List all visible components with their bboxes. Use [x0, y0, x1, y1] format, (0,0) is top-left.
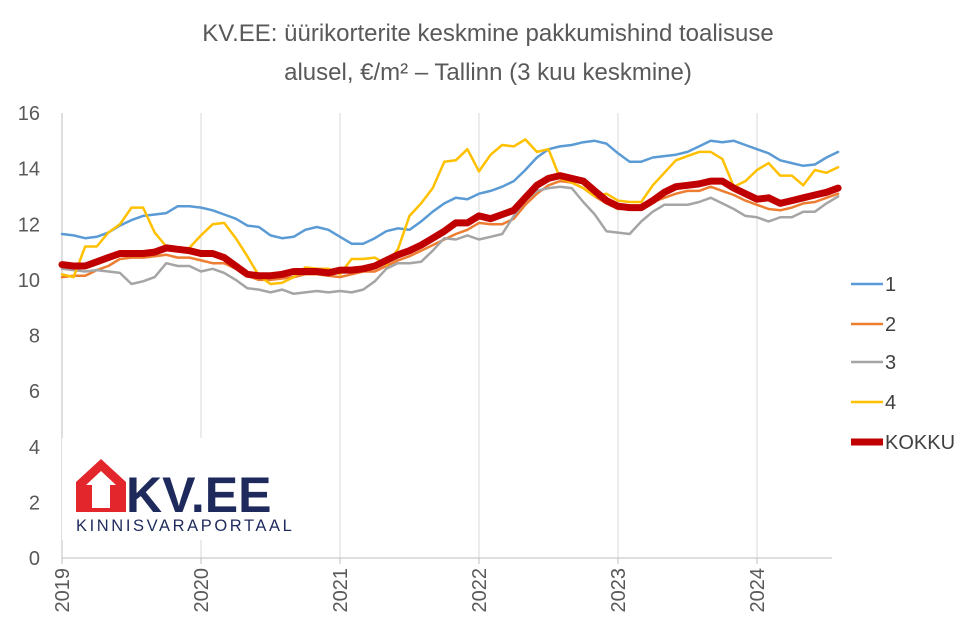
tick-labels: 0 2 4 6 8 10 12 14 16 2019 2020 2021 2022 2023 2024 [18, 103, 769, 613]
chart-title: KV.EE: üürikorterite keskmine pakkumishi… [202, 20, 773, 86]
legend-item-4: 4 [851, 392, 896, 414]
series-line-4 [60, 138, 840, 286]
y-tick-label-12: 12 [18, 214, 40, 236]
y-tick-label-8: 8 [29, 326, 40, 348]
logo-subtitle: KINNISVARAPORTAAL [76, 517, 294, 535]
series-line-2 [60, 179, 840, 282]
y-tick-label-16: 16 [18, 103, 40, 125]
legend-item-2: 2 [851, 314, 896, 336]
series-line-kokku [58, 172, 842, 280]
logo-wordmark: KV.EE [126, 467, 271, 523]
legend-label-kokku: KOKKU [885, 432, 955, 454]
y-tick-label-4: 4 [29, 437, 40, 459]
chart-title-line-1: KV.EE: üürikorterite keskmine pakkumishi… [202, 20, 773, 47]
y-tick-label-6: 6 [29, 381, 40, 403]
x-tick-label-2024: 2024 [747, 568, 769, 613]
legend-label-4: 4 [885, 392, 896, 414]
y-tick-label-10: 10 [18, 270, 40, 292]
x-tick-label-2023: 2023 [608, 568, 630, 613]
legend-label-1: 1 [885, 274, 896, 296]
legend-item-1: 1 [851, 274, 896, 296]
logo-house-icon [76, 459, 126, 512]
legend-item-kokku: KOKKU [851, 432, 955, 454]
x-tick-label-2021: 2021 [330, 568, 352, 613]
kv-ee-logo: KV.EE KINNISVARAPORTAAL [62, 438, 294, 540]
legend-label-2: 2 [885, 314, 896, 336]
legend: 1 2 3 4 KOKKU [851, 274, 955, 454]
x-tick-label-2020: 2020 [191, 568, 213, 613]
x-tick-label-2022: 2022 [469, 568, 491, 613]
chart-title-line-2: alusel, €/m² – Tallinn (3 kuu keskmine) [284, 59, 692, 86]
series-line-3 [60, 185, 840, 296]
y-tick-label-0: 0 [29, 548, 40, 570]
series-line-1 [60, 139, 840, 245]
x-tick-label-2019: 2019 [52, 568, 74, 613]
legend-item-3: 3 [851, 352, 896, 374]
y-tick-label-14: 14 [18, 159, 40, 181]
series-lines [58, 138, 842, 296]
y-tick-label-2: 2 [29, 492, 40, 514]
legend-label-3: 3 [885, 352, 896, 374]
